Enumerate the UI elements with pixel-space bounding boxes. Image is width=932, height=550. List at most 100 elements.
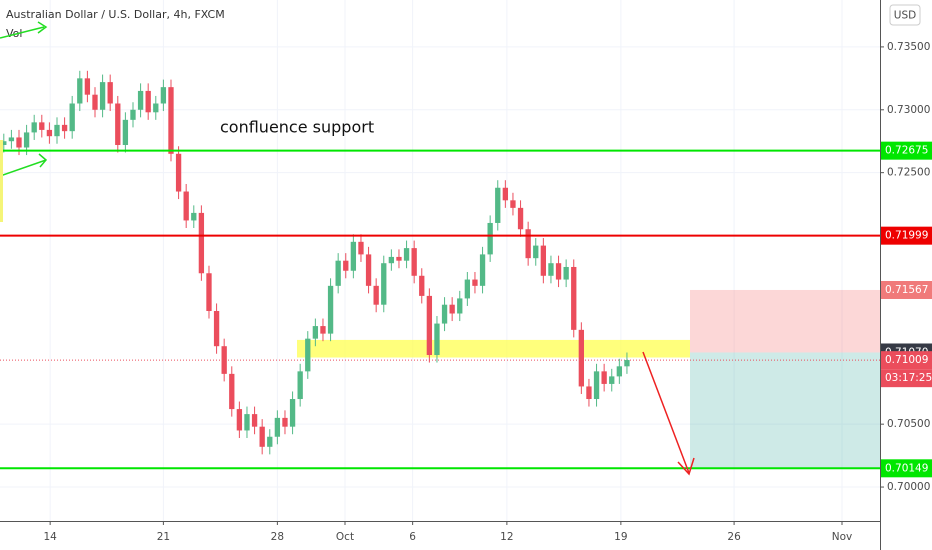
x-tick-label: 26	[727, 531, 741, 543]
candle-body	[396, 256, 402, 261]
candle-body	[229, 373, 235, 410]
candle-body	[69, 103, 75, 132]
highlight	[0, 140, 3, 222]
stop-zone	[690, 289, 880, 353]
stop-label: 0.71567	[885, 284, 928, 296]
candle-body	[92, 94, 98, 110]
trade-arrow-head	[677, 457, 695, 476]
level-label-box	[881, 459, 932, 478]
candle-body	[320, 326, 326, 334]
candle-body	[578, 329, 585, 387]
candle-body	[419, 275, 425, 296]
candle-body	[563, 266, 569, 280]
countdown: 03:17:25	[885, 372, 932, 384]
candle-body	[479, 254, 486, 286]
candle-body	[61, 124, 68, 132]
candle-body	[586, 386, 592, 400]
candle-body	[593, 371, 600, 400]
x-tick-label: Oct	[336, 531, 354, 543]
x-tick-label: 12	[500, 531, 513, 543]
stop-label-box	[881, 280, 932, 299]
candle-body	[350, 241, 357, 271]
candle-body	[335, 260, 341, 286]
candle-body	[198, 212, 205, 274]
candle-body	[464, 279, 471, 299]
candle-body	[343, 260, 349, 271]
candle-body	[571, 266, 577, 330]
candle-body	[31, 122, 37, 133]
target-zone	[690, 352, 880, 469]
candle-body	[624, 360, 630, 367]
candle-body	[54, 124, 60, 137]
candle-body	[502, 187, 509, 201]
level-label: 0.70149	[885, 462, 928, 474]
candle-body	[487, 222, 493, 255]
candle-body	[327, 285, 334, 334]
y-tick-label: 0.70500	[887, 418, 930, 430]
candle-body	[472, 279, 478, 286]
plot-area	[0, 0, 880, 521]
drawings	[0, 21, 48, 222]
candle-body	[77, 78, 83, 104]
arrow-head	[38, 153, 48, 168]
candle-body	[137, 90, 144, 110]
support-zone	[297, 339, 690, 358]
currency: USD	[894, 10, 916, 22]
candle-body	[616, 366, 623, 377]
candle-body	[358, 241, 364, 255]
x-tick-label: Nov	[832, 531, 853, 543]
candle-body	[8, 137, 15, 142]
candle-body	[145, 90, 151, 113]
arrow-head	[37, 21, 48, 34]
candle-body	[297, 371, 303, 400]
candle-body	[221, 346, 227, 374]
candle-body	[23, 132, 30, 148]
candle-body	[191, 212, 197, 221]
candle-body	[259, 426, 265, 447]
level-label-box	[881, 226, 932, 245]
x-tick-label: 21	[157, 531, 170, 543]
candle-body	[411, 248, 417, 276]
candle-body	[555, 263, 562, 280]
candle-body	[282, 417, 288, 427]
candle-body	[540, 245, 547, 276]
candle-body	[244, 414, 250, 431]
candle-body	[305, 338, 311, 372]
candle-body	[510, 200, 516, 208]
candle-body	[46, 129, 53, 137]
last-price-label: 0.71009	[885, 354, 928, 366]
candle-body	[388, 256, 395, 264]
candle-body	[289, 399, 296, 427]
level-label-box	[881, 141, 932, 160]
chart-title: Australian Dollar / U.S. Dollar, 4h, FXC…	[6, 8, 225, 21]
candle-body	[99, 82, 106, 110]
x-tick-label: 19	[614, 531, 627, 543]
countdown-box	[881, 369, 932, 388]
candle-body	[609, 376, 615, 384]
candle-body	[251, 414, 258, 427]
candle-body	[517, 207, 524, 230]
candle-body	[213, 310, 220, 347]
candle-body	[426, 295, 433, 356]
candle-body	[533, 245, 539, 259]
candle-body	[236, 409, 243, 431]
candle-body	[495, 187, 501, 223]
y-tick-label: 0.72500	[887, 167, 930, 179]
candle-body	[1, 141, 7, 145]
candle-body	[525, 229, 531, 259]
x-tick-label: 6	[409, 531, 416, 543]
candle-body	[206, 273, 212, 311]
candle-body	[39, 122, 45, 130]
trend-arrow	[0, 26, 45, 39]
level-label: 0.72675	[885, 145, 928, 157]
candle-body	[441, 304, 448, 324]
candle-body	[434, 323, 440, 356]
candle-body	[16, 137, 22, 148]
currency-button[interactable]	[889, 4, 921, 26]
y-tick-label: 0.73500	[887, 41, 930, 53]
candle-body	[457, 298, 463, 314]
candle-body	[449, 304, 455, 314]
candle-body	[274, 417, 281, 437]
candle-body	[381, 263, 387, 305]
